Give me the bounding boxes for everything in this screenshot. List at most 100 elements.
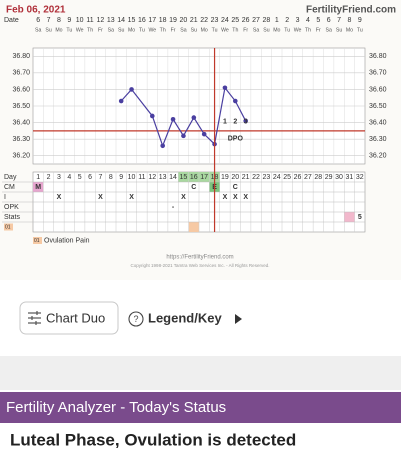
weekday-label: Tu [284,27,290,33]
cycle-day: 14 [169,174,177,181]
date-label: 7 [47,17,51,24]
button-label[interactable]: Chart Duo [46,310,105,325]
chart-duo-button[interactable]: Chart Duo [19,301,119,335]
weekday-label: Sa [35,27,41,33]
y-tick-label-right: 36.70 [369,70,387,77]
weekday-label: Th [232,27,238,33]
entry-text: C [191,184,196,191]
date-label: 23 [211,17,219,24]
date-label: 21 [190,17,198,24]
date-label: 6 [36,17,40,24]
cycle-day: 20 [231,174,239,181]
date-label: 24 [221,17,229,24]
date-label: 13 [107,17,115,24]
weekday-label: Tu [66,27,72,33]
date-label: 11 [86,17,93,24]
cycle-day: 17 [200,174,208,181]
date-label: 26 [242,17,250,24]
date-label: 14 [117,17,125,24]
weekday-label: Tu [139,27,145,33]
y-tick-label-right: 36.40 [369,119,387,126]
y-tick-label: 36.30 [12,136,30,143]
temperature-point [160,143,165,149]
date-label: 5 [316,17,320,24]
entry-text: C [233,184,238,191]
date-label: 15 [128,17,136,24]
date-label: 6 [327,17,331,24]
y-tick-label: 36.20 [12,153,30,160]
date-label: 9 [67,17,71,24]
entry-text: 5 [358,214,362,221]
cycle-day: 10 [128,174,136,181]
cycle-day: 16 [190,174,198,181]
temperature-point [233,98,238,104]
row-label: Day [4,174,17,181]
date-label: 19 [169,17,177,24]
cycle-day: 21 [242,174,250,181]
cycle-day: 30 [335,174,343,181]
weekday-label: Sa [108,27,114,33]
weekday-label: Su [336,27,342,33]
entry-cell [188,222,199,232]
separator [0,356,401,390]
slider-icon [28,311,41,325]
y-tick-label: 36.70 [12,70,30,77]
entry-text: M [35,184,41,191]
row-label: 01 [5,224,11,230]
temperature-point [181,133,186,139]
weekday-label: Fr [316,27,321,33]
y-tick-label-right: 36.50 [369,103,387,110]
temperature-point [243,118,248,124]
weekday-label: Su [45,27,51,33]
cycle-day: 3 [57,174,61,181]
date-label: 3 [296,17,300,24]
weekday-label: Sa [326,27,332,33]
entry-text: X [129,194,134,201]
entry-text: X [243,194,248,201]
cycle-day: 19 [221,174,229,181]
temperature-point [222,85,228,91]
cycle-day: 5 [78,174,82,181]
site-name: FertilityFriend.com [306,5,396,16]
dpo-label: DPO [228,136,244,143]
weekday-label: Mo [346,27,353,33]
weekday-label: Su [118,27,124,33]
row-label: I [4,194,6,201]
date-label: 22 [200,17,208,24]
weekday-label: Fr [243,27,248,33]
entry-text: X [233,194,238,201]
dpo-number: 3 [244,119,248,126]
weekday-label: Sa [253,27,259,33]
weekday-label: Mo [273,27,280,33]
weekday-label: Mo [55,27,62,33]
weekday-label: Mo [128,27,135,33]
row-label: Date [4,17,19,24]
y-tick-label: 36.60 [12,86,30,93]
cycle-day: 31 [346,174,354,181]
legend-key-link[interactable]: ? Legend/Key [128,310,242,327]
fertile-cell [178,172,189,182]
date-label: 25 [231,17,239,24]
cycle-day: 1 [36,174,40,181]
row-label: Stats [4,214,20,221]
weekday-label: We [221,27,229,33]
row-label: CM [4,184,15,191]
cycle-day: 22 [252,174,260,181]
cycle-day: 28 [314,174,322,181]
cycle-day: 32 [356,174,364,181]
status-title: Fertility Analyzer - Today's Status [6,399,226,416]
cycle-day: 9 [119,174,123,181]
status-bar [0,392,401,423]
button-frame[interactable] [19,301,119,335]
entry-cell [33,182,44,192]
cycle-day: 23 [263,174,271,181]
legend-link-label[interactable]: Legend/Key [148,310,222,325]
weekday-label: Su [191,27,197,33]
row-code-box [4,223,13,231]
date-label: 17 [148,17,156,24]
date-label: 8 [347,17,351,24]
legend-text: Ovulation Pain [44,237,90,244]
date-label: 2 [285,17,289,24]
cycle-day: 6 [88,174,92,181]
